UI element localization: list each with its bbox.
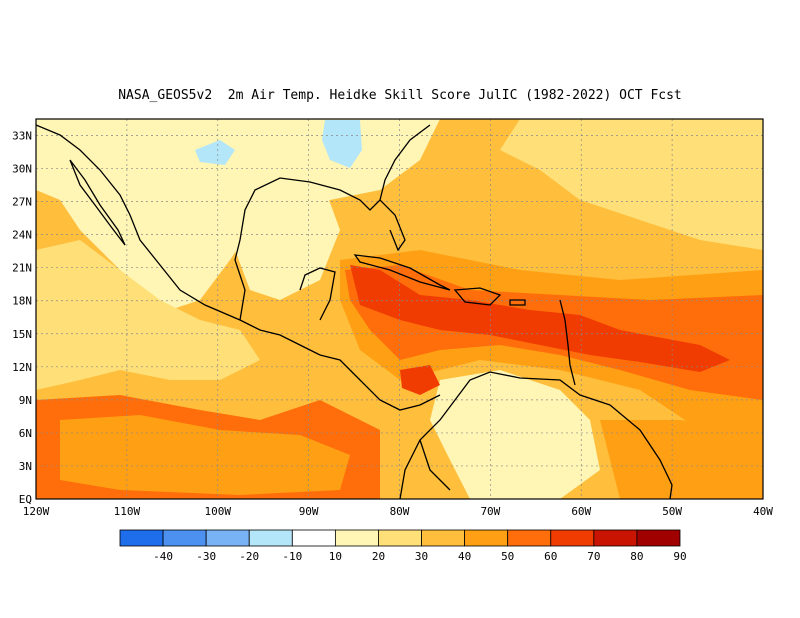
colorbar-label: 30 bbox=[415, 550, 428, 563]
colorbar-label: -30 bbox=[196, 550, 216, 563]
colorbar-swatch bbox=[421, 529, 466, 547]
colorbar-swatch bbox=[593, 529, 638, 547]
pale-region-pacific bbox=[36, 240, 260, 390]
lon-tick-label: 70W bbox=[480, 505, 500, 518]
colorbar: -40 -30 -20 -10 10 20 30 40 50 60 70 80 90 bbox=[119, 529, 687, 563]
colorbar-label: 10 bbox=[329, 550, 342, 563]
lat-lon-grid bbox=[36, 119, 763, 499]
latitude-axis: 33N 30N 27N 24N 21N 18N 15N 12N 9N 6N 3N EQ bbox=[12, 130, 32, 506]
colorbar-label: -40 bbox=[153, 550, 173, 563]
warm-band-core bbox=[350, 265, 730, 372]
coastline-north-america bbox=[36, 124, 441, 411]
coastline-florida bbox=[379, 199, 406, 252]
negative-spot-texas bbox=[195, 140, 235, 165]
colorbar-label: 20 bbox=[372, 550, 385, 563]
colorbar-label: 40 bbox=[458, 550, 471, 563]
colorbar-swatch bbox=[162, 529, 207, 547]
colorbar-swatch bbox=[205, 529, 250, 547]
lon-tick-label: 50W bbox=[662, 505, 682, 518]
coastline-baja bbox=[69, 159, 126, 246]
coastline-cuba bbox=[353, 254, 451, 291]
lat-tick-label: 33N bbox=[12, 130, 32, 143]
colorbar-swatch bbox=[248, 529, 293, 547]
lat-tick-label: 12N bbox=[12, 361, 32, 374]
colorbar-swatch bbox=[507, 529, 552, 547]
lat-tick-label: 6N bbox=[19, 427, 32, 440]
coastline-southamerica bbox=[399, 371, 673, 499]
colorbar-label: 90 bbox=[673, 550, 686, 563]
colorbar-label: -10 bbox=[282, 550, 302, 563]
colorbar-swatch bbox=[550, 529, 595, 547]
lat-tick-label: 21N bbox=[12, 262, 32, 275]
warm-spot-panama bbox=[400, 365, 440, 395]
colorbar-label: -20 bbox=[239, 550, 259, 563]
negative-spot-mississippi bbox=[322, 120, 362, 168]
colorbar-swatch bbox=[334, 529, 379, 547]
warm-band-southpacific-inner bbox=[60, 415, 350, 495]
pale-region-southamerica bbox=[430, 370, 600, 499]
coastline-puertorico bbox=[509, 299, 526, 306]
coastline-lesser-antilles bbox=[559, 299, 576, 386]
lon-tick-label: 40W bbox=[753, 505, 773, 518]
colorbar-swatch bbox=[291, 529, 336, 547]
colorbar-swatch bbox=[378, 529, 422, 547]
colorbar-label: 50 bbox=[501, 550, 514, 563]
colorbar-swatch bbox=[119, 529, 164, 547]
map-frame bbox=[35, 118, 764, 500]
lat-tick-label: EQ bbox=[19, 493, 32, 506]
lon-tick-label: 100W bbox=[205, 505, 232, 518]
coastlines bbox=[36, 124, 673, 499]
lat-tick-label: 3N bbox=[19, 460, 32, 473]
warm-band-atlantic-south bbox=[600, 420, 763, 499]
lat-tick-label: 27N bbox=[12, 196, 32, 209]
coastline-yucatan bbox=[299, 267, 336, 321]
lat-tick-label: 9N bbox=[19, 394, 32, 407]
lat-tick-label: 24N bbox=[12, 229, 32, 242]
lat-tick-label: 15N bbox=[12, 328, 32, 341]
lon-tick-label: 60W bbox=[571, 505, 591, 518]
colorbar-label: 80 bbox=[630, 550, 643, 563]
lon-tick-label: 80W bbox=[390, 505, 410, 518]
colorbar-label: 70 bbox=[587, 550, 600, 563]
lon-tick-label: 90W bbox=[299, 505, 319, 518]
lon-tick-label: 120W bbox=[23, 505, 50, 518]
lon-tick-label: 110W bbox=[114, 505, 141, 518]
map-title: NASA_GEOS5v2 2m Air Temp. Heidke Skill S… bbox=[118, 88, 682, 103]
lat-tick-label: 30N bbox=[12, 163, 32, 176]
pale-region-east bbox=[500, 119, 763, 250]
colorbar-swatch bbox=[636, 529, 681, 547]
colorbar-label: 60 bbox=[544, 550, 557, 563]
coastline-hispaniola bbox=[453, 287, 502, 306]
colorbar-swatch bbox=[464, 529, 509, 547]
longitude-axis: 120W 110W 100W 90W 80W 70W 60W 50W 40W bbox=[23, 505, 774, 518]
lat-tick-label: 18N bbox=[12, 295, 32, 308]
